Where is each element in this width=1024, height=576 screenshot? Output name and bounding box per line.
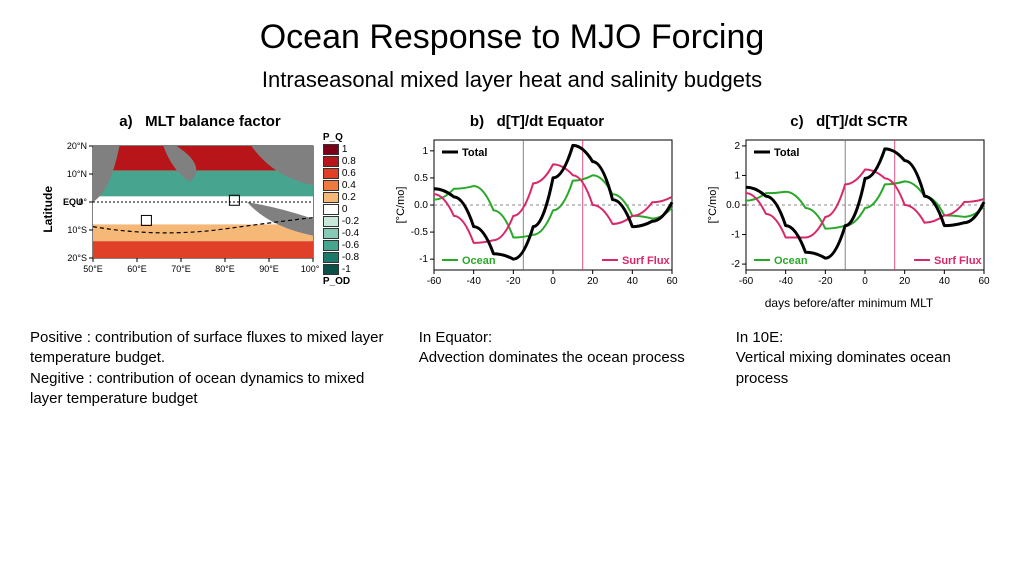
- panel-c: c) d[T]/dt SCTR -2 -1 0.0 1 2 -60 -40 -20 0 20 40 6…: [704, 113, 994, 310]
- svg-text:[°C/mo]: [°C/mo]: [395, 187, 407, 224]
- svg-text:EQU: EQU: [63, 197, 83, 207]
- map-svg-icon: 20°N10°N0°10°S20°SEQU50°E60°E70°E80°E90°…: [59, 140, 319, 280]
- svg-text:1: 1: [734, 170, 740, 181]
- chart-b-icon: -1 -0.5 0.0 0.5 1 -60 -40 -20 0 20 40 60 [°C/mo] Tota…: [392, 132, 682, 292]
- svg-text:60: 60: [978, 276, 990, 287]
- svg-text:60°E: 60°E: [127, 264, 147, 274]
- panel-c-title: d[T]/dt SCTR: [816, 113, 908, 130]
- caption-c: In 10E:Vertical mixing dominates ocean p…: [736, 328, 994, 409]
- svg-text:-20: -20: [506, 276, 521, 287]
- panel-c-xlabel: days before/after minimum MLT: [765, 296, 934, 310]
- svg-text:Ocean: Ocean: [774, 255, 808, 267]
- page-title: Ocean Response to MJO Forcing: [30, 18, 994, 57]
- svg-text:0.5: 0.5: [414, 173, 428, 184]
- svg-text:1: 1: [422, 146, 428, 157]
- svg-text:-2: -2: [731, 259, 740, 270]
- svg-text:20: 20: [899, 276, 911, 287]
- page-subtitle: Intraseasonal mixed layer heat and salin…: [30, 67, 994, 93]
- svg-text:0.0: 0.0: [726, 200, 740, 211]
- panel-a: a) MLT balance factor Latitude 20°N10°N0…: [30, 113, 370, 287]
- panel-b-title: d[T]/dt Equator: [497, 113, 604, 130]
- svg-text:20°N: 20°N: [67, 141, 87, 151]
- map-ylabel: Latitude: [41, 186, 55, 233]
- svg-text:40: 40: [627, 276, 639, 287]
- svg-text:0.0: 0.0: [414, 200, 428, 211]
- svg-text:0: 0: [550, 276, 556, 287]
- svg-text:Ocean: Ocean: [462, 255, 496, 267]
- caption-b: In Equator:Advection dominates the ocean…: [419, 328, 706, 409]
- captions-row: Positive : contribution of surface fluxe…: [30, 328, 994, 409]
- panel-b: b) d[T]/dt Equator -1 -0.5 0.0 0.5 1 -60 -40 -2…: [392, 113, 682, 292]
- svg-text:20: 20: [587, 276, 599, 287]
- svg-text:90°E: 90°E: [259, 264, 279, 274]
- svg-text:10°S: 10°S: [67, 225, 87, 235]
- svg-text:Total: Total: [462, 147, 487, 159]
- svg-text:Surf Flux: Surf Flux: [622, 255, 671, 267]
- svg-text:-1: -1: [731, 230, 740, 241]
- svg-text:-60: -60: [427, 276, 442, 287]
- caption-a: Positive : contribution of surface fluxe…: [30, 328, 389, 409]
- svg-text:40: 40: [939, 276, 951, 287]
- panel-a-letter: a): [119, 113, 132, 130]
- svg-text:2: 2: [734, 141, 740, 152]
- svg-text:-1: -1: [419, 254, 428, 265]
- panel-b-letter: b): [470, 113, 484, 130]
- svg-text:-20: -20: [818, 276, 833, 287]
- svg-text:-40: -40: [466, 276, 481, 287]
- svg-text:-0.5: -0.5: [411, 227, 429, 238]
- svg-text:70°E: 70°E: [171, 264, 191, 274]
- panel-c-letter: c): [790, 113, 803, 130]
- svg-text:-60: -60: [739, 276, 754, 287]
- svg-text:60: 60: [666, 276, 678, 287]
- svg-text:20°S: 20°S: [67, 253, 87, 263]
- svg-text:0: 0: [862, 276, 868, 287]
- svg-text:-40: -40: [778, 276, 793, 287]
- svg-text:[°C/mo]: [°C/mo]: [707, 187, 719, 224]
- panel-a-title: MLT balance factor: [145, 113, 281, 130]
- colorbar: P_Q10.80.60.40.20-0.2-0.4-0.6-0.8-1P_OD: [323, 132, 359, 287]
- svg-text:100°E: 100°E: [301, 264, 319, 274]
- svg-text:80°E: 80°E: [215, 264, 235, 274]
- chart-c-icon: -2 -1 0.0 1 2 -60 -40 -20 0 20 40 60 [°C/mo] Total Oce…: [704, 132, 994, 292]
- svg-text:10°N: 10°N: [67, 169, 87, 179]
- svg-text:Surf Flux: Surf Flux: [934, 255, 983, 267]
- panels-row: a) MLT balance factor Latitude 20°N 10°N 0…: [30, 113, 994, 310]
- svg-text:Total: Total: [774, 147, 799, 159]
- svg-text:50°E: 50°E: [83, 264, 103, 274]
